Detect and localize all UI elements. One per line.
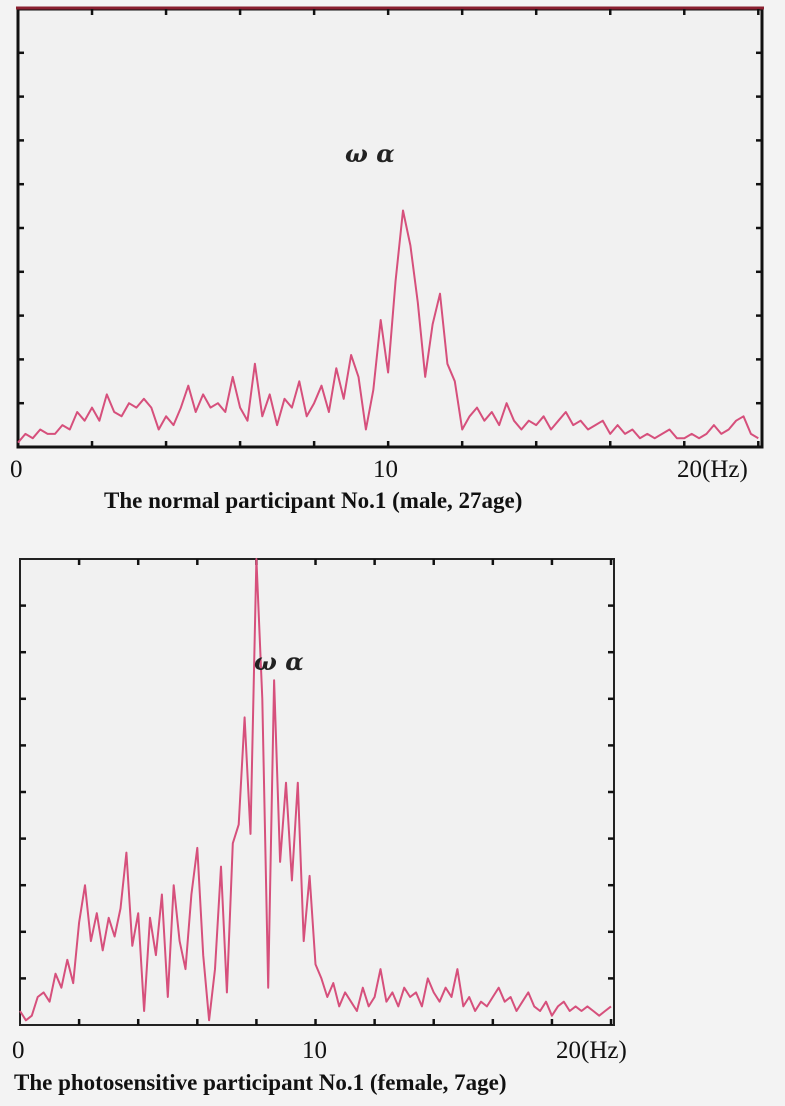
x-tick-label-0: 0 xyxy=(12,1037,25,1064)
plot-frame xyxy=(16,7,764,449)
plot-frame xyxy=(19,558,615,1026)
axis-ticks xyxy=(20,559,614,1025)
omega-alpha-annotation: ω α xyxy=(345,139,395,168)
x-tick-label-20: 20(Hz) xyxy=(677,456,748,483)
chart-normal-participant: ω α 0 10 20(Hz) The normal participant N… xyxy=(10,6,764,513)
chart-photosensitive-participant: ω α 0 10 20(Hz) The photosensitive parti… xyxy=(12,558,627,1095)
chart-caption: The normal participant No.1 (male, 27age… xyxy=(104,488,522,513)
x-tick-label-10: 10 xyxy=(373,456,398,483)
omega-alpha-annotation: ω α xyxy=(254,647,304,676)
chart-caption: The photosensitive participant No.1 (fem… xyxy=(14,1070,507,1095)
x-tick-label-10: 10 xyxy=(302,1037,327,1064)
x-tick-label-0: 0 xyxy=(10,456,23,483)
spectrum-line xyxy=(17,209,759,444)
spectrum-line xyxy=(19,558,612,1022)
axis-ticks xyxy=(18,9,762,447)
x-tick-label-20: 20(Hz) xyxy=(556,1037,627,1064)
